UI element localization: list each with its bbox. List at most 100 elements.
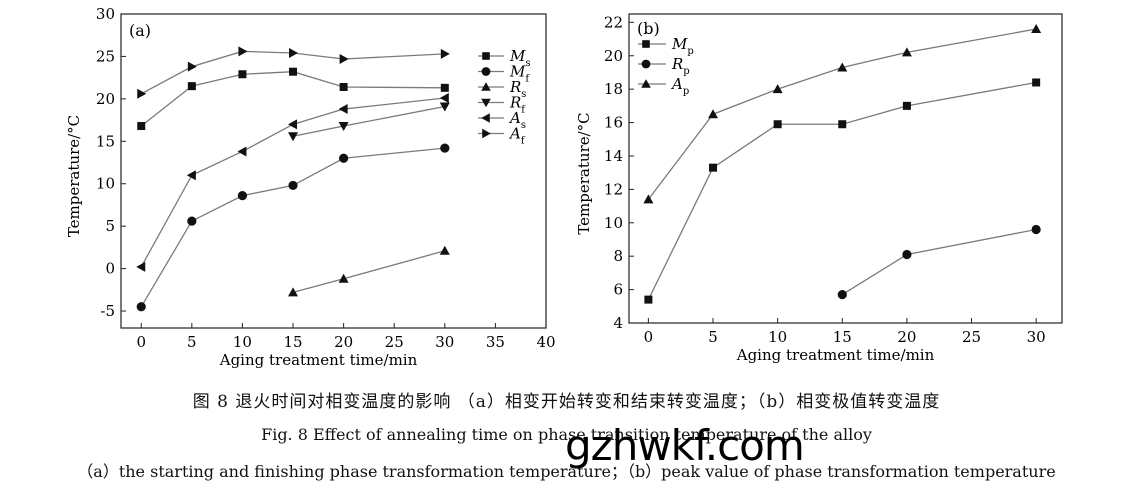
legend-entry: Ap xyxy=(638,75,689,97)
data-point xyxy=(338,104,348,115)
legend-label: Ms xyxy=(509,47,531,69)
data-point xyxy=(902,101,911,110)
series-m-s xyxy=(137,67,449,131)
data-point xyxy=(1032,78,1041,87)
x-axis-label: Aging treatment time/min xyxy=(219,351,418,369)
data-point xyxy=(439,93,449,104)
data-point xyxy=(440,48,450,59)
series-a-p xyxy=(643,24,1042,204)
legend-label: Rf xyxy=(509,94,526,116)
series-line xyxy=(647,81,1037,300)
series-line xyxy=(140,97,445,268)
data-point xyxy=(838,120,847,129)
series-line xyxy=(140,71,445,127)
y-tick-label: 15 xyxy=(96,132,115,150)
data-point xyxy=(187,82,196,91)
series-line xyxy=(647,28,1037,200)
data-point xyxy=(136,261,146,272)
chart-panel-a: 0 5 10 15 20 25 30 35 40 -5 0 5 10 15 20 25 30 Aging trea… xyxy=(65,5,556,369)
legend-label: Rp xyxy=(671,55,690,77)
data-point xyxy=(237,146,247,157)
legend-label: Mp xyxy=(671,35,694,57)
y-tick-label: 12 xyxy=(604,180,623,198)
x-tick-label: 30 xyxy=(1027,328,1046,346)
legend-label: As xyxy=(508,109,526,131)
data-point xyxy=(289,48,299,59)
x-tick-label: 40 xyxy=(536,333,555,351)
data-point xyxy=(837,290,847,300)
x-tick-label: 35 xyxy=(486,333,505,351)
x-tick-label: 15 xyxy=(283,333,302,351)
data-point xyxy=(137,122,146,131)
data-point xyxy=(137,88,147,99)
y-tick-label: 14 xyxy=(604,147,623,165)
data-point xyxy=(439,102,450,112)
data-point xyxy=(773,120,782,129)
y-axis-label: Temperature/°C xyxy=(65,115,83,237)
series-a-s xyxy=(136,93,449,272)
series-line xyxy=(292,105,445,137)
series-line xyxy=(841,228,1037,296)
data-point xyxy=(288,287,299,297)
watermark: gzhwkf.com xyxy=(565,421,805,470)
data-point xyxy=(902,249,912,260)
legend-marker xyxy=(481,82,491,91)
plot-frame xyxy=(120,13,547,329)
y-tick-label: 0 xyxy=(105,260,115,278)
panel-label: (b) xyxy=(637,19,660,38)
legend-marker xyxy=(641,79,651,88)
data-point xyxy=(288,119,298,130)
data-point xyxy=(338,122,349,132)
data-point xyxy=(644,295,653,304)
legend-marker xyxy=(482,52,490,60)
x-axis-label: Aging treatment time/min xyxy=(736,346,935,364)
x-tick-label: 25 xyxy=(385,333,404,351)
data-point xyxy=(708,109,719,119)
data-point xyxy=(901,47,912,57)
data-point xyxy=(136,302,146,312)
y-tick-label: 4 xyxy=(613,314,623,332)
x-tick-label: 5 xyxy=(708,328,718,346)
y-tick-label: 30 xyxy=(96,5,115,23)
y-tick-label: 20 xyxy=(96,90,115,108)
caption-english-title: Fig. 8 Effect of annealing time on phase… xyxy=(261,425,872,444)
data-point xyxy=(288,180,298,191)
legend-marker xyxy=(481,67,491,76)
legend-marker xyxy=(481,113,490,123)
y-tick-label: 25 xyxy=(96,47,115,65)
y-tick-label: 5 xyxy=(105,217,115,235)
y-tick-label: 6 xyxy=(613,281,623,299)
data-point xyxy=(439,245,450,255)
y-tick-label: 16 xyxy=(604,114,623,132)
chart-panel-b: 0 5 10 15 20 25 30 4 6 8 10 12 14 16 18 20 22 Aging treat… xyxy=(575,13,1063,364)
series-line xyxy=(140,50,445,95)
x-tick-label: 5 xyxy=(187,333,197,351)
series-m-f xyxy=(136,143,450,312)
data-point xyxy=(440,143,450,153)
legend-label: Af xyxy=(508,125,526,147)
data-point xyxy=(837,62,848,72)
x-tick-label: 15 xyxy=(833,328,852,346)
data-point xyxy=(339,153,349,163)
series-r-p xyxy=(837,224,1041,300)
y-tick-label: 8 xyxy=(613,247,623,265)
legend-entry: As xyxy=(478,109,526,131)
legend-entry: Mp xyxy=(638,35,694,57)
series-a-f xyxy=(137,46,450,99)
data-point xyxy=(643,194,654,204)
data-point xyxy=(187,216,197,226)
data-point xyxy=(440,83,449,92)
y-tick-label: -5 xyxy=(100,302,115,320)
y-tick-label: 22 xyxy=(604,13,623,31)
y-tick-label: 20 xyxy=(604,47,623,65)
x-tick-label: 20 xyxy=(897,328,916,346)
y-tick-label: 18 xyxy=(604,80,623,98)
series-line xyxy=(292,250,445,293)
x-tick-label: 25 xyxy=(962,328,981,346)
data-point xyxy=(338,273,349,283)
series-r-f xyxy=(288,102,450,142)
legend-label: Ap xyxy=(670,75,689,97)
caption-chinese: 图 8 退火时间对相变温度的影响 （a）相变开始转变和结束转变温度；（b）相变极… xyxy=(192,392,941,412)
x-tick-label: 10 xyxy=(768,328,787,346)
series-m-p xyxy=(644,78,1041,304)
